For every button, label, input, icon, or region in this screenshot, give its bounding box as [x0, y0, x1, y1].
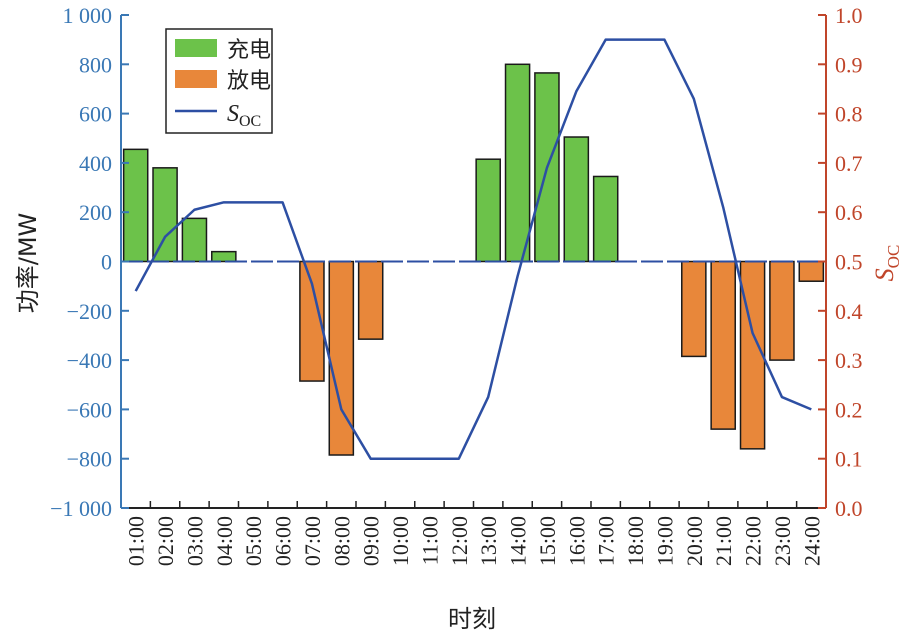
x-tick-label: 06:00: [271, 516, 296, 566]
charge-bar-01:00: [122, 148, 149, 263]
x-tick-label: 11:00: [417, 516, 442, 565]
x-tick-label: 18:00: [623, 516, 648, 566]
y-tick-label: −600: [67, 397, 112, 422]
y-tick-label: −400: [67, 348, 112, 373]
y-tick-label: −800: [67, 447, 112, 472]
charge-bar-03:00: [181, 217, 208, 263]
x-tick-label: 03:00: [182, 516, 207, 566]
x-tick-label: 13:00: [476, 516, 501, 566]
y-right-tick-label: 0.9: [835, 52, 863, 77]
y-tick-label: 600: [79, 102, 112, 127]
y-right-tick-label: 0.2: [835, 397, 863, 422]
discharge-bar-24:00: [798, 260, 825, 282]
discharge-bar-22:00: [739, 260, 766, 450]
x-tick-label: 20:00: [682, 516, 707, 566]
x-tick-label: 19:00: [652, 516, 677, 566]
y-right-tick-label: 0.7: [835, 151, 863, 176]
ticks-layer: −1 000 −800 −600 −400 −200 0 200 400 600 800 1 000…: [50, 3, 862, 566]
y-tick-label: 1 000: [63, 3, 113, 28]
x-tick-label: 14:00: [506, 516, 531, 566]
legend-label-soc-main: S: [227, 101, 239, 127]
legend-label-soc-sub: OC: [239, 113, 261, 130]
x-tick-label: 12:00: [447, 516, 472, 566]
charge-bar-13:00: [475, 158, 501, 263]
y-axis-right-label: SOC: [870, 245, 903, 282]
legend-swatch-discharge: [175, 70, 217, 88]
legend-label-soc: SOC: [227, 101, 261, 130]
x-tick-label: 07:00: [300, 516, 325, 566]
x-tick-label: 22:00: [741, 516, 766, 566]
y-tick-label: 0: [101, 250, 112, 275]
y-right-tick-label: 0.8: [835, 102, 863, 127]
y-axis-label: 功率/MW: [14, 213, 42, 314]
x-tick-label: 02:00: [153, 516, 178, 566]
legend-swatch-charge: [175, 39, 217, 57]
y-axis-right-label-main: S: [870, 268, 899, 281]
charge-bar-17:00: [592, 175, 619, 263]
x-tick-label: 21:00: [711, 516, 736, 566]
x-tick-label: 10:00: [388, 516, 413, 566]
y-right-tick-label: 0.6: [835, 200, 863, 225]
legend-label-discharge: 放电: [227, 69, 271, 94]
legend-label-charge: 充电: [227, 38, 271, 63]
y-tick-label: −1 000: [50, 496, 112, 521]
charge-bar-16:00: [563, 136, 590, 263]
y-axis-right-label-sub: OC: [884, 245, 903, 269]
y-tick-label: −200: [67, 299, 112, 324]
y-tick-label: 200: [79, 200, 112, 225]
x-tick-label: 16:00: [564, 516, 589, 566]
x-tick-label: 24:00: [799, 516, 824, 566]
y-right-tick-label: 1.0: [835, 3, 863, 28]
discharge-bar-20:00: [681, 260, 707, 358]
x-tick-label: 17:00: [594, 516, 619, 566]
y-tick-label: 800: [79, 52, 112, 77]
y-tick-label: 400: [79, 151, 112, 176]
x-tick-label: 08:00: [329, 516, 354, 566]
discharge-bar-23:00: [769, 260, 795, 361]
y-right-tick-label: 0.0: [835, 496, 863, 521]
y-right-tick-label: 0.3: [835, 348, 863, 373]
y-right-tick-label: 0.1: [835, 447, 863, 472]
charge-bar-14:00: [504, 63, 531, 263]
soc-line: [134, 38, 812, 460]
x-tick-label: 23:00: [770, 516, 795, 566]
x-tick-label: 04:00: [212, 516, 237, 566]
y-right-tick-label: 0.4: [835, 299, 863, 324]
charge-bar-02:00: [152, 167, 178, 263]
x-tick-label: 09:00: [359, 516, 384, 566]
charge-bar-04:00: [211, 250, 237, 263]
x-tick-label: 05:00: [241, 516, 266, 566]
discharge-bar-21:00: [710, 260, 736, 430]
discharge-bar-09:00: [357, 260, 384, 340]
x-tick-label: 15:00: [535, 516, 560, 566]
x-tick-label: 01:00: [124, 516, 149, 566]
x-axis-label: 时刻: [448, 605, 496, 633]
legend: 充电 放电 SOC: [165, 28, 273, 134]
y-right-tick-label: 0.5: [835, 250, 863, 275]
